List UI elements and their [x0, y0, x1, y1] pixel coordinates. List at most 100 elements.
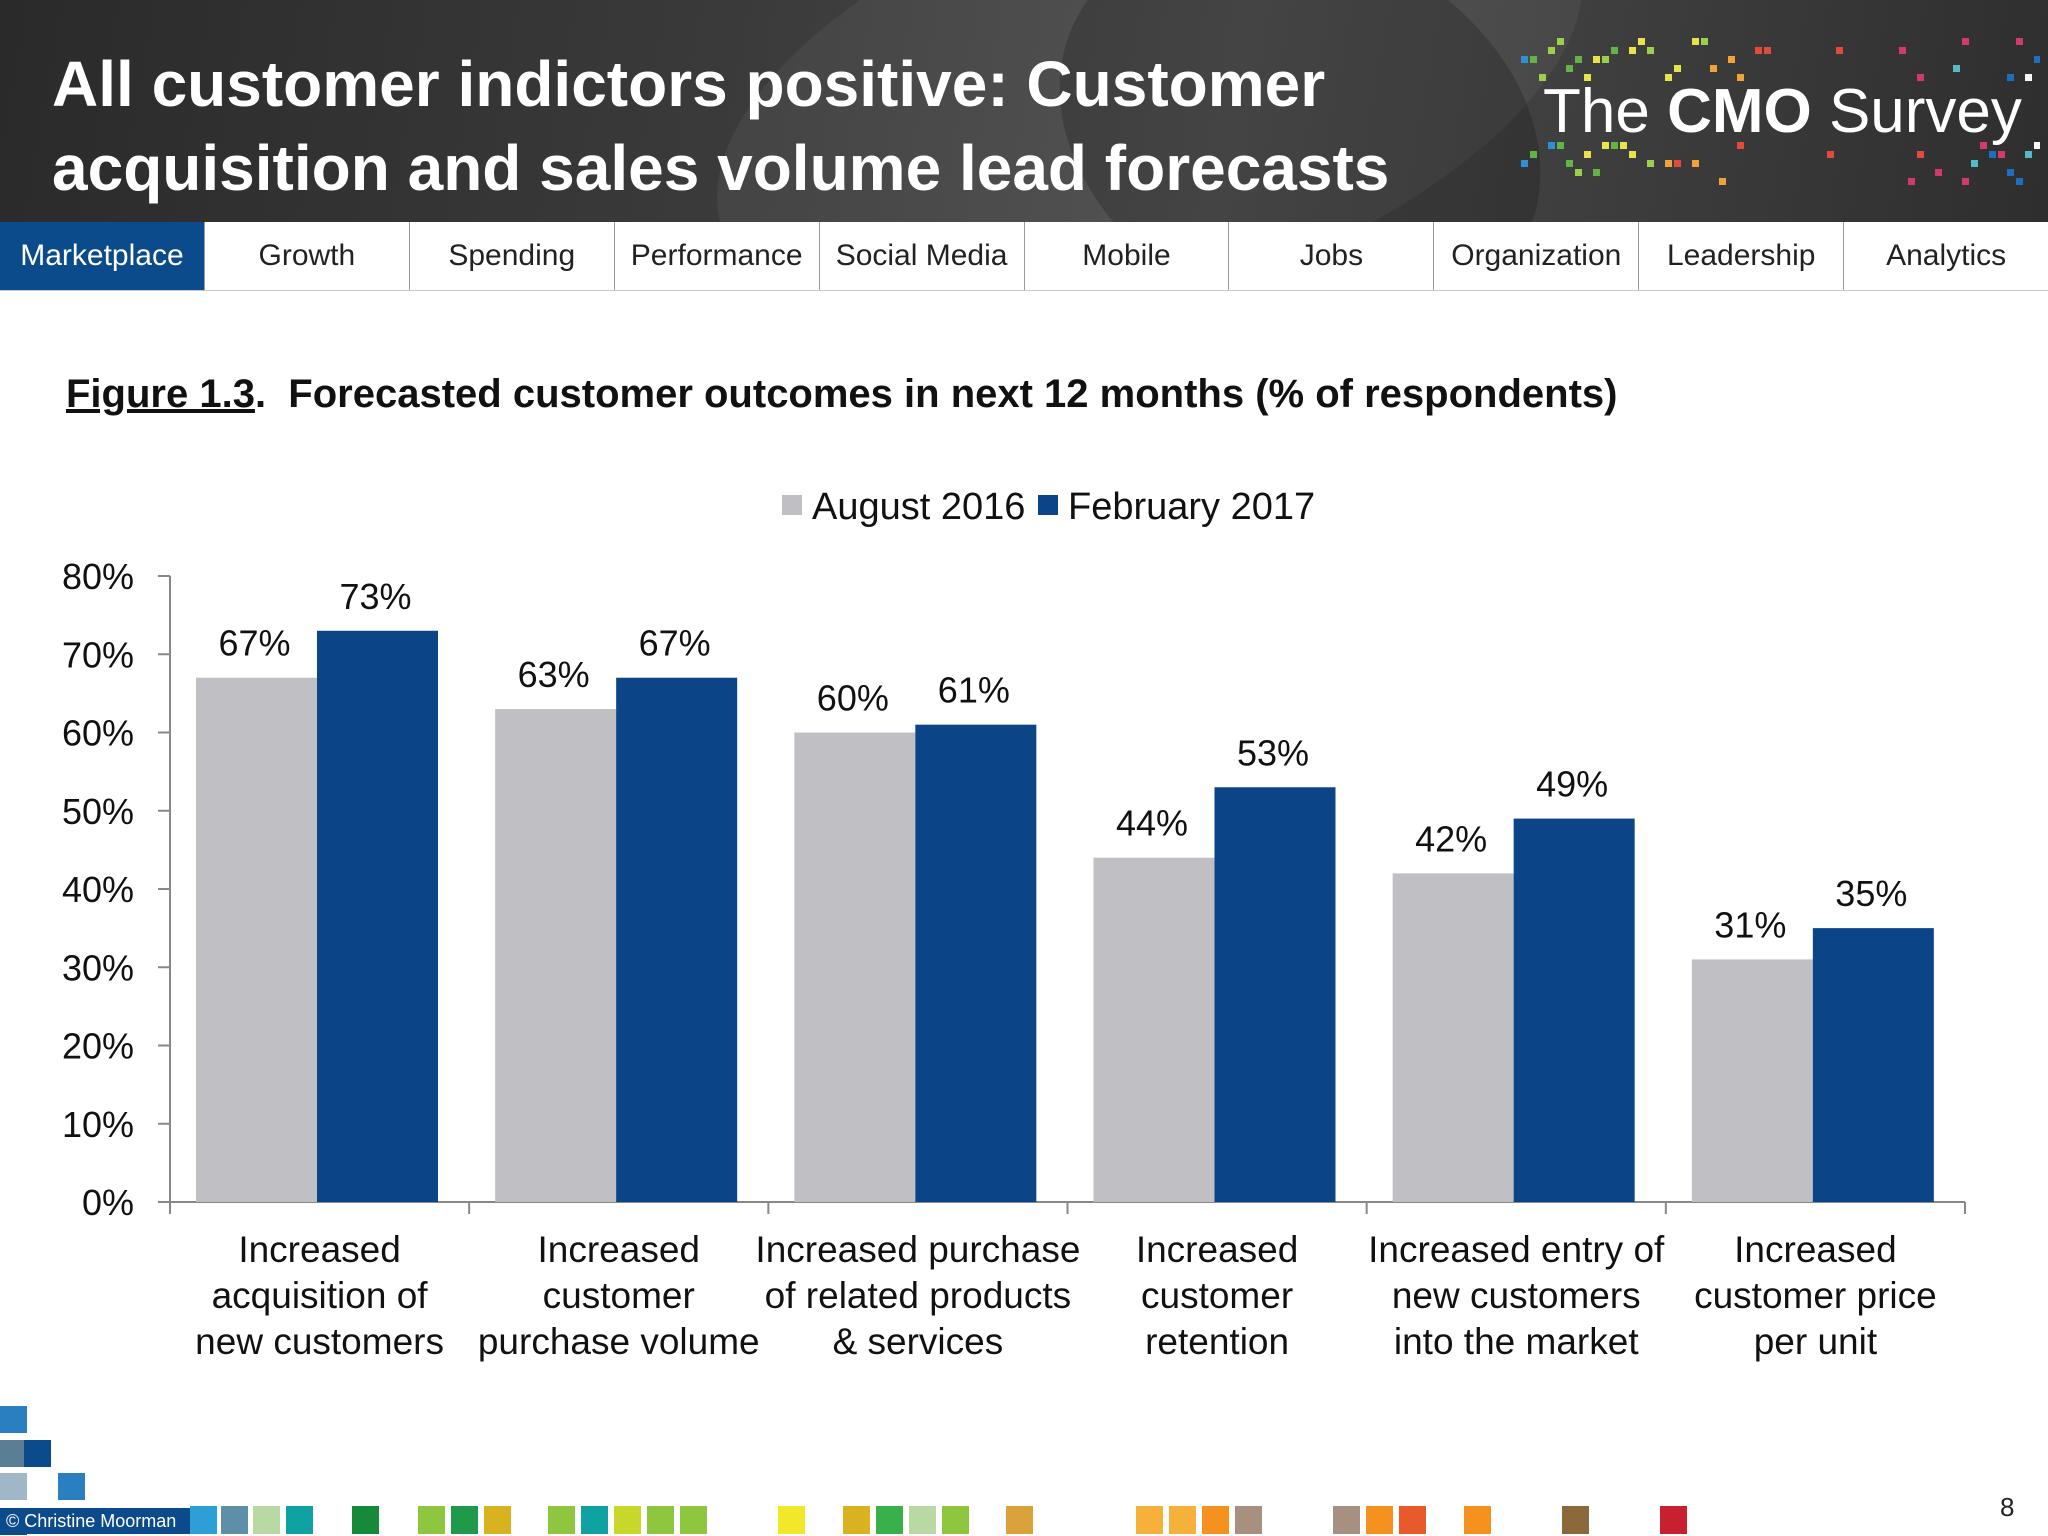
logo-pixel — [1674, 160, 1681, 167]
category-label: new customers — [1392, 1275, 1641, 1316]
decorative-tile — [1562, 1506, 1589, 1534]
logo-pixel — [1953, 65, 1960, 72]
category-label: customer — [1141, 1275, 1293, 1316]
y-tick-label: 50% — [62, 791, 134, 832]
logo-pixel — [1737, 74, 1744, 81]
category-label: Increased — [1734, 1229, 1897, 1270]
decorative-tile — [778, 1506, 805, 1534]
logo-pixel — [1917, 151, 1924, 158]
decorative-tile — [0, 1440, 27, 1467]
logo-pixel — [1908, 178, 1915, 185]
bar-value-label: 53% — [1237, 732, 1309, 773]
logo-pixel — [1566, 65, 1573, 72]
legend-label: August 2016 — [812, 486, 1025, 528]
figure-name: Forecasted customer outcomes in next 12 … — [288, 372, 1245, 416]
logo-pixel — [1989, 151, 1996, 158]
category-label: into the market — [1394, 1321, 1639, 1362]
decorative-tile — [352, 1506, 379, 1534]
logo-pixel — [1935, 169, 1942, 176]
logo-pixel — [1521, 56, 1528, 63]
tab-mobile[interactable]: Mobile — [1025, 222, 1230, 290]
logo-pixel — [2034, 142, 2040, 149]
logo-pixel — [1665, 74, 1672, 81]
logo-pixel — [2034, 56, 2040, 63]
y-tick-label: 40% — [62, 869, 134, 910]
logo-pixel — [1710, 65, 1717, 72]
decorative-tile — [0, 1406, 27, 1433]
legend-swatch — [1038, 495, 1058, 515]
logo-pixel — [1530, 151, 1537, 158]
logo-pixel — [2016, 178, 2023, 185]
figure-separator: . — [254, 372, 289, 416]
section-nav: Marketplace Growth Spending Performance Soci… — [0, 222, 2048, 291]
y-tick-label: 10% — [62, 1104, 134, 1145]
logo-pixel — [1566, 160, 1573, 167]
decorative-tile — [647, 1506, 674, 1534]
tab-social-media[interactable]: Social Media — [820, 222, 1025, 290]
logo-pixel — [1611, 142, 1618, 149]
logo-pixel — [1548, 142, 1555, 149]
figure-number: Figure 1.3 — [66, 372, 255, 416]
logo-pixel — [1692, 160, 1699, 167]
logo-pixel — [2007, 169, 2014, 176]
logo-pixel — [1665, 160, 1672, 167]
logo-pixel — [1737, 142, 1744, 149]
decorative-tile — [680, 1506, 707, 1534]
logo-pixel — [1530, 56, 1537, 63]
bar — [1392, 873, 1514, 1202]
bar-chart: August 2016 February 2017 0% 10% 20% 30% 40% 50… — [62, 486, 1966, 1362]
page-number: 8 — [2000, 1492, 2015, 1522]
bar — [915, 724, 1037, 1202]
logo-pixel — [1629, 47, 1636, 54]
decorative-tile — [24, 1440, 51, 1467]
bar-value-label: 35% — [1835, 873, 1907, 914]
tab-organization[interactable]: Organization — [1434, 222, 1640, 290]
bar — [495, 709, 617, 1202]
category-label: acquisition of — [212, 1275, 429, 1316]
bar-value-label: 73% — [339, 576, 411, 617]
decorative-tile — [581, 1506, 608, 1534]
logo-pixel-pattern — [1521, 38, 2040, 185]
y-tick-label: 0% — [82, 1182, 134, 1223]
bar — [317, 630, 438, 1202]
bar-value-label: 44% — [1116, 803, 1188, 844]
logo-pixel — [1962, 178, 1969, 185]
bar — [1513, 818, 1635, 1202]
bar — [1812, 928, 1934, 1202]
tab-performance[interactable]: Performance — [615, 222, 820, 290]
tab-analytics[interactable]: Analytics — [1886, 239, 2007, 272]
logo-pixel — [1602, 142, 1609, 149]
logo-pixel — [1593, 56, 1600, 63]
logo-pixel — [2007, 74, 2014, 81]
logo-pixel — [1575, 56, 1582, 63]
bar — [1214, 787, 1336, 1202]
logo-pixel — [1971, 160, 1978, 167]
tab-leadership[interactable]: Leadership — [1639, 222, 1845, 290]
category-label: & services — [833, 1321, 1004, 1362]
tab-marketplace[interactable]: Marketplace — [0, 222, 205, 290]
logo-pixel — [1764, 47, 1771, 54]
decorative-tile — [1660, 1506, 1687, 1534]
bar — [1093, 857, 1215, 1202]
logo-pixel — [1827, 151, 1834, 158]
y-tick-label: 30% — [62, 947, 134, 988]
category-label: Increased — [238, 1229, 401, 1270]
decorative-tile — [58, 1473, 85, 1500]
logo-pixel — [1899, 47, 1906, 54]
logo-pixel — [1557, 142, 1564, 149]
decorative-tile — [1006, 1506, 1033, 1534]
decorative-tile — [1366, 1506, 1393, 1534]
logo-pixel — [1962, 38, 1969, 45]
decorative-tile — [484, 1506, 511, 1534]
logo-pixel — [1719, 178, 1726, 185]
figure-unit: (% of respondents) — [1255, 372, 1618, 416]
decorative-tile — [253, 1506, 280, 1534]
logo-pixel — [1638, 38, 1645, 45]
logo-pixel — [1755, 47, 1762, 54]
tab-growth[interactable]: Growth — [205, 222, 410, 290]
y-tick-label: 70% — [62, 634, 134, 675]
logo-wordmark: The CMO Survey — [1543, 72, 2043, 152]
tab-jobs[interactable]: Jobs — [1229, 222, 1435, 290]
logo-pixel — [1692, 38, 1699, 45]
tab-spending[interactable]: Spending — [410, 222, 615, 290]
